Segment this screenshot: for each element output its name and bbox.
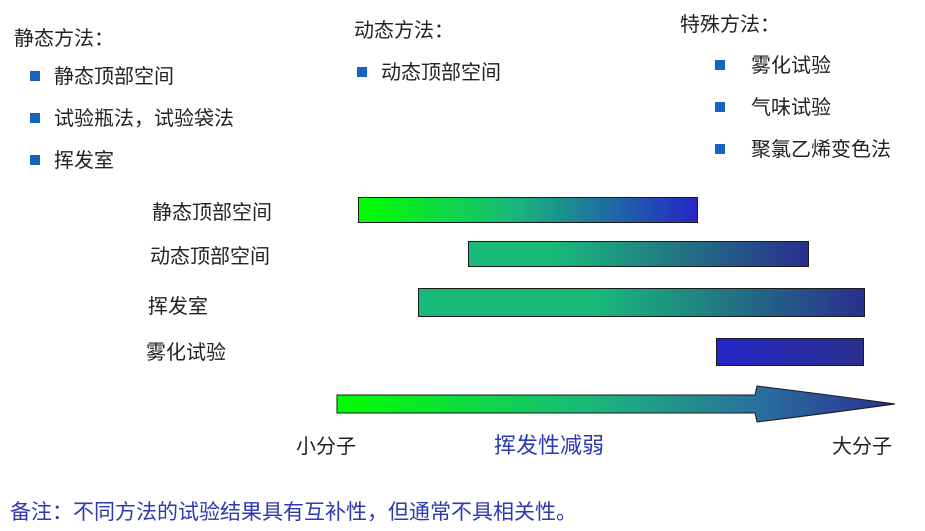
list-item-label: 静态顶部空间: [54, 64, 174, 88]
static-methods-heading: 静态方法：: [14, 26, 114, 50]
list-item: 试验瓶法，试验袋法: [28, 106, 234, 130]
special-methods-list: 雾化试验 气味试验 聚氯乙烯变色法: [713, 53, 891, 161]
axis-label-volatility-decreasing: 挥发性减弱: [494, 434, 605, 459]
volatility-arrow-shape: [336, 385, 896, 423]
square-bullet-icon: [715, 144, 725, 154]
range-bar-evaporation-chamber: [418, 288, 865, 317]
list-item: 挥发室: [28, 148, 234, 172]
bar-label-static-headspace: 静态顶部空间: [152, 200, 272, 224]
bar-label-dynamic-headspace: 动态顶部空间: [150, 244, 270, 268]
axis-label-small-molecule: 小分子: [296, 434, 356, 458]
axis-label-large-molecule: 大分子: [832, 434, 892, 458]
square-bullet-icon: [30, 155, 40, 165]
list-item: 聚氯乙烯变色法: [713, 137, 891, 161]
range-bar-fogging-test: [716, 338, 864, 366]
list-item-label: 试验瓶法，试验袋法: [54, 106, 234, 130]
list-item-label: 挥发室: [54, 148, 114, 172]
list-item-label: 聚氯乙烯变色法: [751, 137, 891, 161]
bar-label-evaporation-chamber: 挥发室: [148, 294, 208, 318]
list-item: 气味试验: [713, 95, 891, 119]
list-item: 动态顶部空间: [355, 60, 501, 84]
dynamic-methods-list: 动态顶部空间: [355, 60, 501, 84]
square-bullet-icon: [30, 71, 40, 81]
square-bullet-icon: [715, 60, 725, 70]
square-bullet-icon: [30, 113, 40, 123]
dynamic-methods-heading: 动态方法：: [354, 18, 454, 42]
static-methods-list: 静态顶部空间 试验瓶法，试验袋法 挥发室: [28, 64, 234, 172]
list-item-label: 气味试验: [751, 95, 831, 119]
list-item: 雾化试验: [713, 53, 891, 77]
special-methods-heading: 特殊方法：: [680, 12, 780, 36]
list-item: 静态顶部空间: [28, 64, 234, 88]
square-bullet-icon: [715, 102, 725, 112]
list-item-label: 动态顶部空间: [381, 60, 501, 84]
range-bar-dynamic-headspace: [468, 241, 809, 267]
bar-label-fogging-test: 雾化试验: [146, 340, 226, 364]
footnote: 备注：不同方法的试验结果具有互补性，但通常不具相关性。: [10, 500, 577, 524]
square-bullet-icon: [357, 67, 367, 77]
range-bar-static-headspace: [358, 197, 698, 223]
list-item-label: 雾化试验: [751, 53, 831, 77]
